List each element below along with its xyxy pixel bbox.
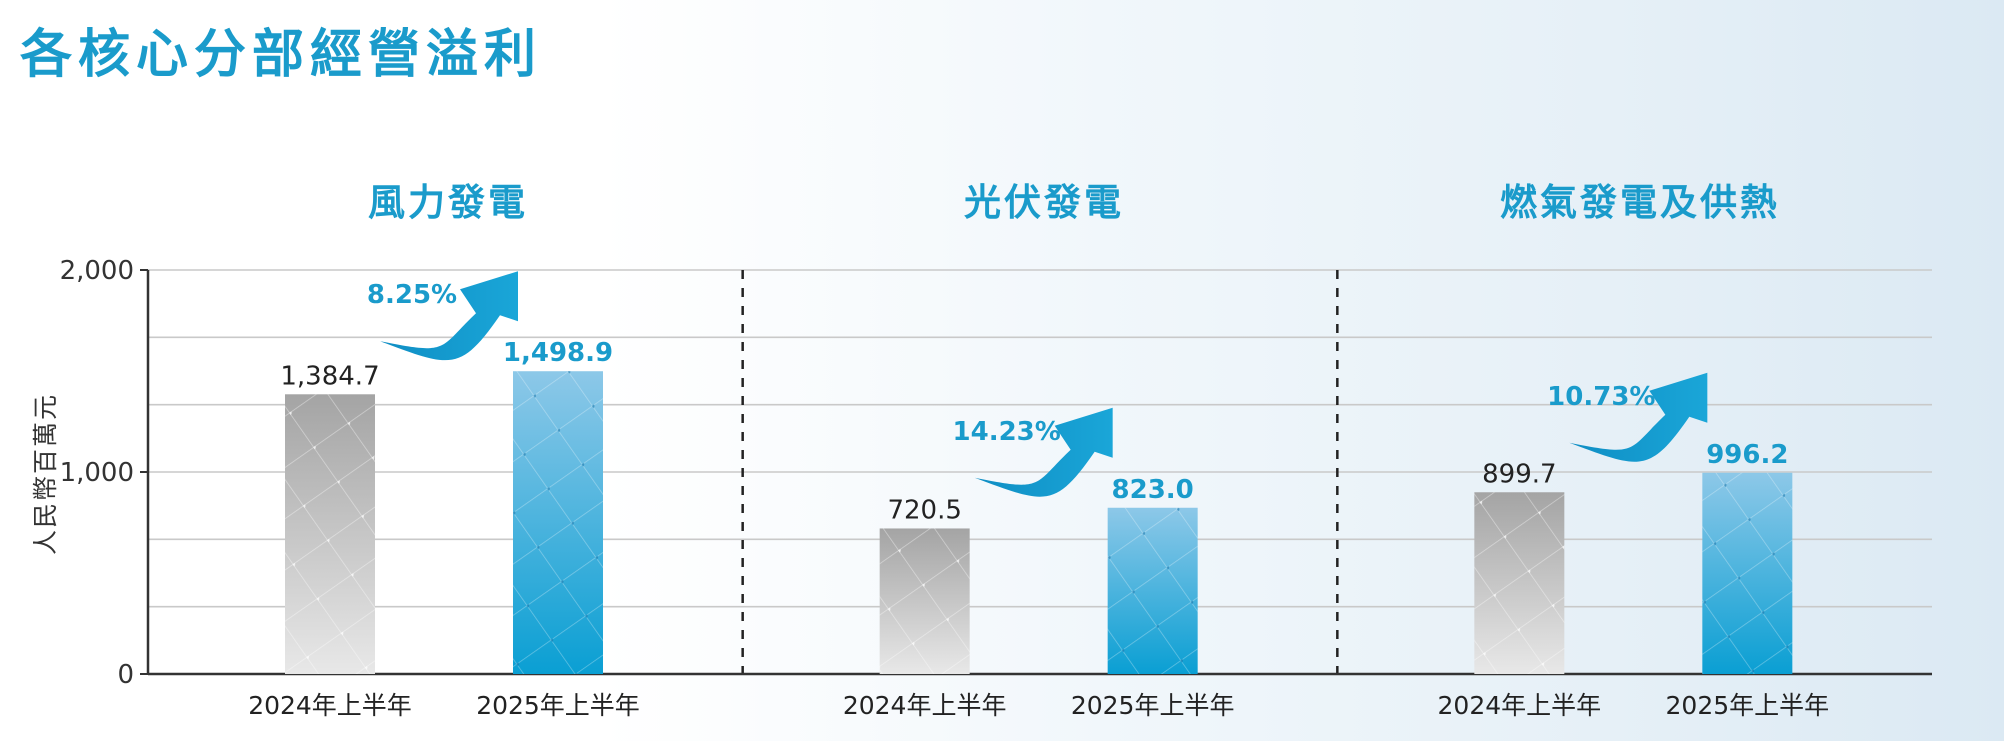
x-tick-label: 2025年上半年 <box>1071 691 1235 720</box>
growth-label: 10.73% <box>1547 382 1655 412</box>
growth-arrows: 8.25% 14.23% 10.73% <box>367 271 1708 497</box>
panel-title-solar: 光伏發電 <box>964 181 1124 224</box>
bar-texture <box>285 394 375 674</box>
growth-label: 8.25% <box>367 280 457 310</box>
growth-arrow <box>974 407 1113 497</box>
x-tick-label: 2024年上半年 <box>843 691 1007 720</box>
bar-texture <box>513 371 603 674</box>
x-tick-label: 2024年上半年 <box>1438 691 1602 720</box>
grid-lines <box>148 269 1932 608</box>
panel-separators <box>741 270 1339 674</box>
page-title: 各核心分部經營溢利 <box>20 25 543 85</box>
growth-label: 14.23% <box>953 417 1061 447</box>
labels: 1,384.7 2024年上半年 1,498.9 2025年上半年 720.5 2024年… <box>248 338 1829 720</box>
y-tick-label: 1,000 <box>60 458 134 488</box>
axes: 0 1,000 2,000 <box>60 256 1932 690</box>
value-label-2025: 1,498.9 <box>503 338 613 368</box>
growth-arrow <box>1569 372 1708 462</box>
y-tick-label: 2,000 <box>60 256 134 286</box>
bar-texture <box>1702 472 1793 674</box>
value-label-2025: 996.2 <box>1706 440 1788 470</box>
value-label-2024: 720.5 <box>887 495 961 525</box>
value-label-2025: 823.0 <box>1112 475 1194 505</box>
x-tick-label: 2024年上半年 <box>248 691 412 720</box>
x-tick-label: 2025年上半年 <box>476 691 640 720</box>
panel-title-gas: 燃氣發電及供熱 <box>1500 181 1780 224</box>
x-tick-label: 2025年上半年 <box>1666 691 1830 720</box>
bar-texture <box>1474 492 1565 674</box>
bars <box>285 371 1793 674</box>
value-label-2024: 899.7 <box>1482 459 1556 489</box>
value-label-2024: 1,384.7 <box>280 361 379 391</box>
y-tick-label: 0 <box>117 660 134 690</box>
bar-texture <box>1107 507 1198 674</box>
growth-arrow <box>380 271 518 361</box>
panel-title-wind: 風力發電 <box>368 181 528 224</box>
bar-texture <box>879 528 970 674</box>
